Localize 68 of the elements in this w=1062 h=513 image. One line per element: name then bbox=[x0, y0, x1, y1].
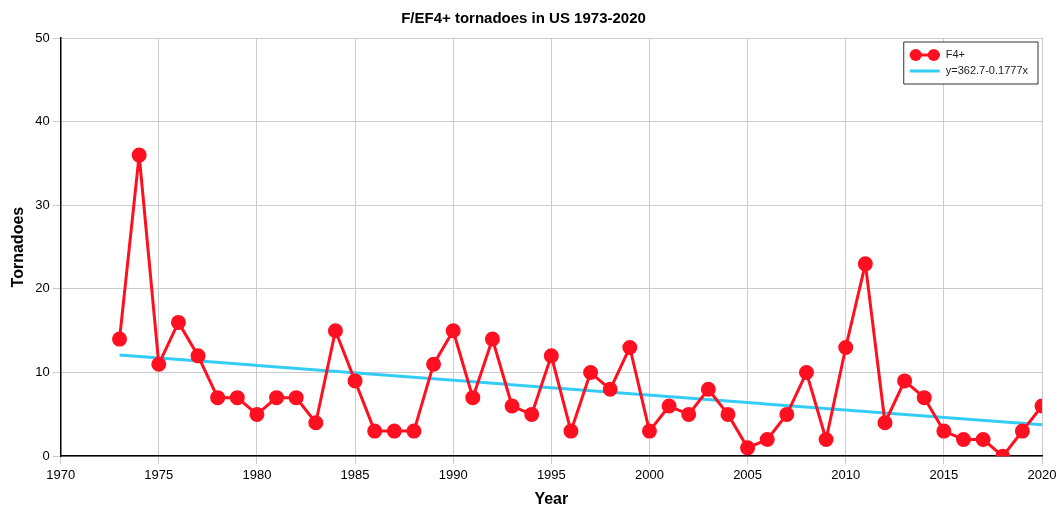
x-tick-label: 2010 bbox=[831, 466, 861, 482]
x-tick-label: 1975 bbox=[144, 466, 174, 482]
x-tick-label: 2005 bbox=[733, 466, 763, 482]
point bbox=[681, 406, 697, 422]
point bbox=[543, 348, 559, 364]
point bbox=[504, 398, 520, 414]
y-tick-label: 0 bbox=[42, 447, 50, 463]
legend-label: y=362.7-0.1777x bbox=[945, 64, 1029, 77]
x-axis-title: Year bbox=[534, 489, 569, 507]
point bbox=[740, 440, 756, 456]
point bbox=[386, 423, 402, 439]
point bbox=[131, 147, 147, 163]
point bbox=[229, 390, 245, 406]
y-axis-title: Tornadoes bbox=[9, 206, 27, 288]
point bbox=[759, 431, 775, 447]
point bbox=[661, 398, 677, 414]
point bbox=[249, 406, 265, 422]
x-tick-label: 2020 bbox=[1027, 466, 1057, 482]
point bbox=[367, 423, 383, 439]
point bbox=[975, 431, 991, 447]
point bbox=[1014, 423, 1030, 439]
point bbox=[602, 381, 618, 397]
y-tick-label: 20 bbox=[35, 280, 50, 296]
point bbox=[406, 423, 422, 439]
point bbox=[857, 256, 873, 272]
point bbox=[327, 323, 343, 339]
x-tick-label: 2015 bbox=[929, 466, 959, 482]
x-tick-label: 1985 bbox=[340, 466, 370, 482]
point bbox=[897, 373, 913, 389]
x-tick-label: 1980 bbox=[242, 466, 272, 482]
x-tick-label: 1990 bbox=[438, 466, 468, 482]
point bbox=[269, 390, 285, 406]
point bbox=[288, 390, 304, 406]
point bbox=[465, 390, 481, 406]
point bbox=[700, 381, 716, 397]
y-tick-label: 40 bbox=[35, 113, 50, 129]
point bbox=[445, 323, 461, 339]
point bbox=[112, 331, 128, 347]
point bbox=[484, 331, 500, 347]
y-tick-label: 30 bbox=[35, 196, 50, 212]
x-tick-label: 1970 bbox=[46, 466, 76, 482]
point bbox=[426, 356, 442, 372]
point bbox=[779, 406, 795, 422]
point bbox=[347, 373, 363, 389]
point bbox=[936, 423, 952, 439]
point bbox=[622, 339, 638, 355]
x-tick-label: 2000 bbox=[635, 466, 664, 482]
y-tick-label: 50 bbox=[35, 29, 50, 45]
point bbox=[916, 390, 932, 406]
chart-title: F/EF4+ tornadoes in US 1973-2020 bbox=[401, 9, 646, 27]
point bbox=[798, 365, 814, 381]
point bbox=[838, 339, 854, 355]
point bbox=[524, 406, 540, 422]
point bbox=[190, 348, 206, 364]
point bbox=[955, 431, 971, 447]
point bbox=[720, 406, 736, 422]
point bbox=[641, 423, 657, 439]
x-tick-label: 1995 bbox=[536, 466, 566, 482]
point bbox=[308, 415, 324, 431]
legend-label: F4+ bbox=[945, 48, 966, 61]
y-tick-label: 10 bbox=[35, 364, 50, 380]
point bbox=[563, 423, 579, 439]
point bbox=[170, 314, 186, 330]
point bbox=[877, 415, 893, 431]
point bbox=[210, 390, 226, 406]
point bbox=[818, 431, 834, 447]
point bbox=[151, 356, 167, 372]
point bbox=[583, 365, 599, 381]
